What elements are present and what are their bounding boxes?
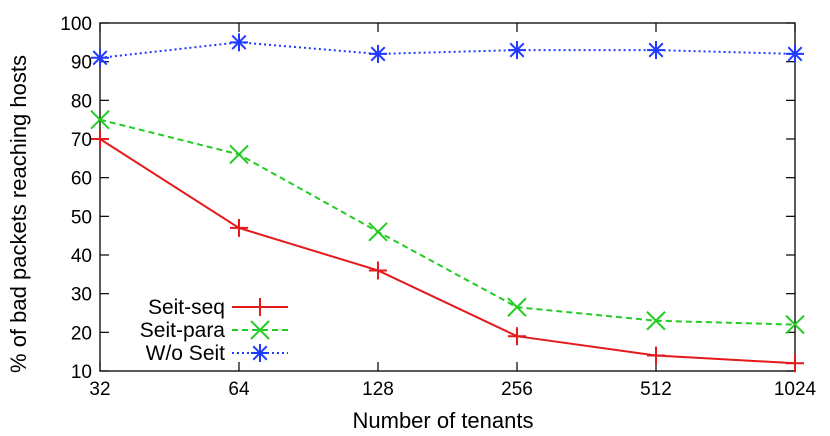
x-axis-label: Number of tenants <box>353 408 534 433</box>
data-point <box>90 109 110 130</box>
marker-stroke <box>90 109 110 130</box>
data-point <box>229 144 249 165</box>
data-point <box>368 222 388 242</box>
y-tick-label: 70 <box>71 130 92 151</box>
data-point <box>786 354 804 373</box>
y-axis-ticks: 10 20 30 40 50 60 70 80 90 100 <box>60 14 795 383</box>
data-point <box>507 297 527 317</box>
marker-stroke <box>229 144 249 165</box>
marker-stroke <box>252 345 268 361</box>
legend-marker <box>251 344 269 362</box>
series-line <box>99 41 796 59</box>
series-seit-para <box>90 109 805 335</box>
x-tick-label: 1024 <box>774 379 817 400</box>
y-tick-label: 10 <box>71 362 92 383</box>
series-seit-seq <box>91 130 804 373</box>
marker-stroke <box>648 42 664 58</box>
x-tick-label: 128 <box>362 379 394 400</box>
legend-item: W/o Seit <box>146 342 288 365</box>
marker-stroke <box>785 314 805 335</box>
series-w-o-seit <box>91 33 804 67</box>
marker-stroke <box>368 222 388 242</box>
y-tick-label: 50 <box>71 207 92 228</box>
y-tick-label: 20 <box>71 323 92 344</box>
x-tick-label: 64 <box>228 379 250 400</box>
data-point <box>230 33 248 52</box>
x-tick-label: 32 <box>89 379 110 400</box>
data-point <box>508 41 526 60</box>
marker-stroke <box>509 42 525 58</box>
y-axis-label: % of bad packets reaching hosts <box>6 55 31 373</box>
y-tick-label: 100 <box>60 14 92 35</box>
y-tick-label: 80 <box>71 91 92 112</box>
y-tick-label: 30 <box>71 285 92 306</box>
y-tick-label: 60 <box>71 169 92 190</box>
y-tick-label: 90 <box>71 53 92 74</box>
marker-stroke <box>250 320 270 340</box>
data-point <box>646 311 666 331</box>
legend-item: Seit-seq <box>148 296 288 319</box>
data-point <box>230 218 248 237</box>
data-point <box>369 261 387 280</box>
legend-marker <box>250 320 270 340</box>
legend-label: Seit-seq <box>148 296 225 319</box>
legend-marker <box>251 298 269 316</box>
x-tick-label: 512 <box>640 379 672 400</box>
data-point <box>91 48 109 67</box>
legend-item: Seit-para <box>140 319 288 342</box>
legend-label: W/o Seit <box>146 342 226 365</box>
series-layer <box>90 33 805 373</box>
marker-stroke <box>787 46 803 62</box>
plot-frame <box>99 22 796 372</box>
marker-stroke <box>92 50 108 66</box>
data-point <box>647 346 665 365</box>
plot-border <box>99 22 796 372</box>
marker-stroke <box>370 46 386 62</box>
data-point <box>91 130 109 148</box>
series-line <box>99 118 796 326</box>
data-point <box>369 44 387 63</box>
marker-stroke <box>646 311 666 331</box>
legend-label: Seit-para <box>140 319 226 342</box>
data-point <box>785 314 805 335</box>
x-tick-label: 256 <box>501 379 533 400</box>
marker-stroke <box>507 297 527 317</box>
data-point <box>786 44 804 63</box>
marker-stroke <box>231 34 247 50</box>
data-point <box>508 327 526 346</box>
series-line <box>99 138 796 365</box>
data-point <box>647 41 665 60</box>
x-axis-ticks: 32 64 128 256 512 1024 <box>89 23 817 400</box>
y-tick-label: 40 <box>71 246 92 267</box>
